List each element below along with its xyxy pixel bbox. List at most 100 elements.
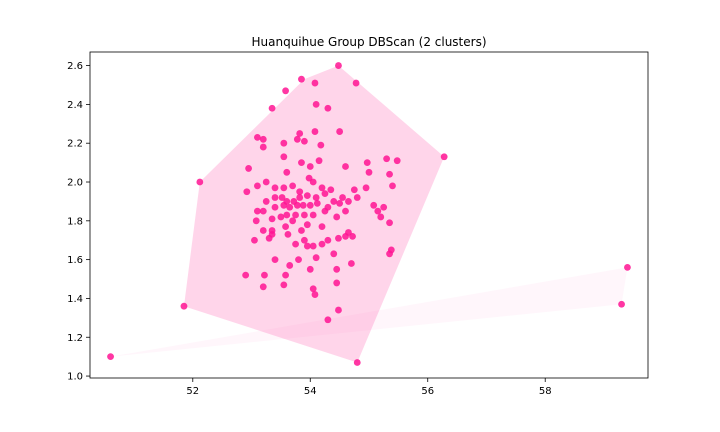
data-point — [309, 178, 317, 186]
data-point — [363, 159, 371, 167]
data-point — [289, 182, 297, 190]
data-point — [254, 207, 261, 215]
data-point — [299, 201, 307, 209]
x-tick-label: 56 — [421, 386, 434, 397]
data-point — [335, 306, 342, 314]
data-point — [293, 135, 301, 143]
data-point — [315, 157, 323, 165]
data-point — [286, 203, 294, 211]
data-point — [318, 240, 326, 248]
data-point — [342, 207, 349, 215]
data-point — [311, 291, 319, 298]
data-point — [292, 211, 299, 219]
data-point — [311, 128, 319, 135]
data-point — [268, 231, 276, 238]
data-point — [353, 194, 361, 201]
data-point — [309, 242, 317, 250]
data-point — [333, 279, 341, 287]
data-point — [306, 201, 314, 209]
data-point — [380, 203, 388, 211]
y-tick-label: 2.0 — [67, 178, 83, 189]
data-point — [280, 184, 288, 192]
data-point — [303, 242, 311, 250]
x-tick-label: 54 — [304, 386, 317, 397]
x-tick-label: 52 — [186, 386, 199, 397]
data-point — [296, 194, 304, 201]
data-point — [271, 203, 279, 211]
data-point — [295, 256, 302, 264]
data-point — [324, 104, 332, 112]
data-point — [335, 234, 342, 242]
data-point — [280, 281, 288, 289]
data-point — [284, 231, 292, 238]
y-tick-label: 2.2 — [67, 139, 83, 150]
data-point — [345, 198, 352, 205]
data-point — [327, 186, 335, 194]
x-axis: 52 54 56 58 — [186, 378, 552, 397]
data-point — [370, 201, 378, 209]
data-point — [286, 262, 294, 269]
data-point — [259, 227, 267, 234]
data-point — [245, 165, 252, 172]
data-point — [309, 211, 317, 219]
data-point — [268, 104, 276, 112]
data-point — [386, 170, 393, 178]
data-point — [387, 246, 395, 254]
data-point — [312, 254, 320, 262]
data-point — [292, 240, 299, 248]
data-point — [393, 157, 401, 165]
data-point — [342, 163, 349, 170]
data-point — [280, 153, 288, 161]
data-point — [271, 194, 279, 201]
data-point — [321, 190, 329, 198]
data-point — [259, 207, 267, 215]
data-point — [336, 199, 344, 207]
y-axis: 1.0 1.2 1.4 1.6 1.8 2.0 2.2 2.4 2.6 — [67, 61, 90, 383]
data-point — [298, 159, 305, 167]
data-point — [350, 186, 358, 194]
data-point — [365, 168, 373, 176]
data-point — [352, 79, 360, 87]
data-point — [283, 168, 291, 176]
data-point — [377, 213, 385, 221]
data-point — [353, 359, 361, 366]
data-point — [618, 300, 625, 308]
data-point — [259, 283, 267, 291]
data-point — [107, 353, 114, 361]
data-point — [335, 62, 342, 69]
data-point — [251, 236, 258, 244]
data-point — [282, 87, 289, 95]
data-point — [280, 139, 288, 147]
x-tick-label: 58 — [539, 386, 552, 397]
data-point — [300, 211, 308, 219]
data-point — [330, 250, 338, 258]
data-point — [306, 265, 314, 273]
data-point — [252, 217, 260, 225]
data-point — [296, 188, 304, 196]
data-point — [196, 178, 204, 186]
y-tick-label: 1.8 — [67, 216, 83, 227]
data-point — [277, 213, 285, 221]
data-point — [303, 221, 311, 229]
data-point — [312, 194, 320, 201]
data-point — [242, 271, 250, 279]
data-point — [243, 188, 251, 196]
data-point — [283, 211, 291, 219]
data-point — [282, 271, 289, 279]
data-point — [309, 285, 317, 293]
y-tick-label: 1.0 — [67, 372, 83, 383]
cluster-hulls — [110, 65, 628, 363]
y-tick-label: 1.4 — [67, 294, 83, 305]
data-point — [261, 271, 268, 279]
data-point — [271, 184, 279, 192]
cluster-hull-2 — [110, 267, 628, 357]
data-point — [318, 184, 326, 192]
data-point — [347, 260, 355, 267]
data-point — [317, 141, 325, 149]
data-point — [336, 128, 344, 135]
data-point — [262, 178, 270, 186]
data-point — [259, 135, 267, 143]
data-point — [324, 316, 332, 324]
data-point — [624, 263, 631, 271]
data-point — [268, 215, 276, 223]
